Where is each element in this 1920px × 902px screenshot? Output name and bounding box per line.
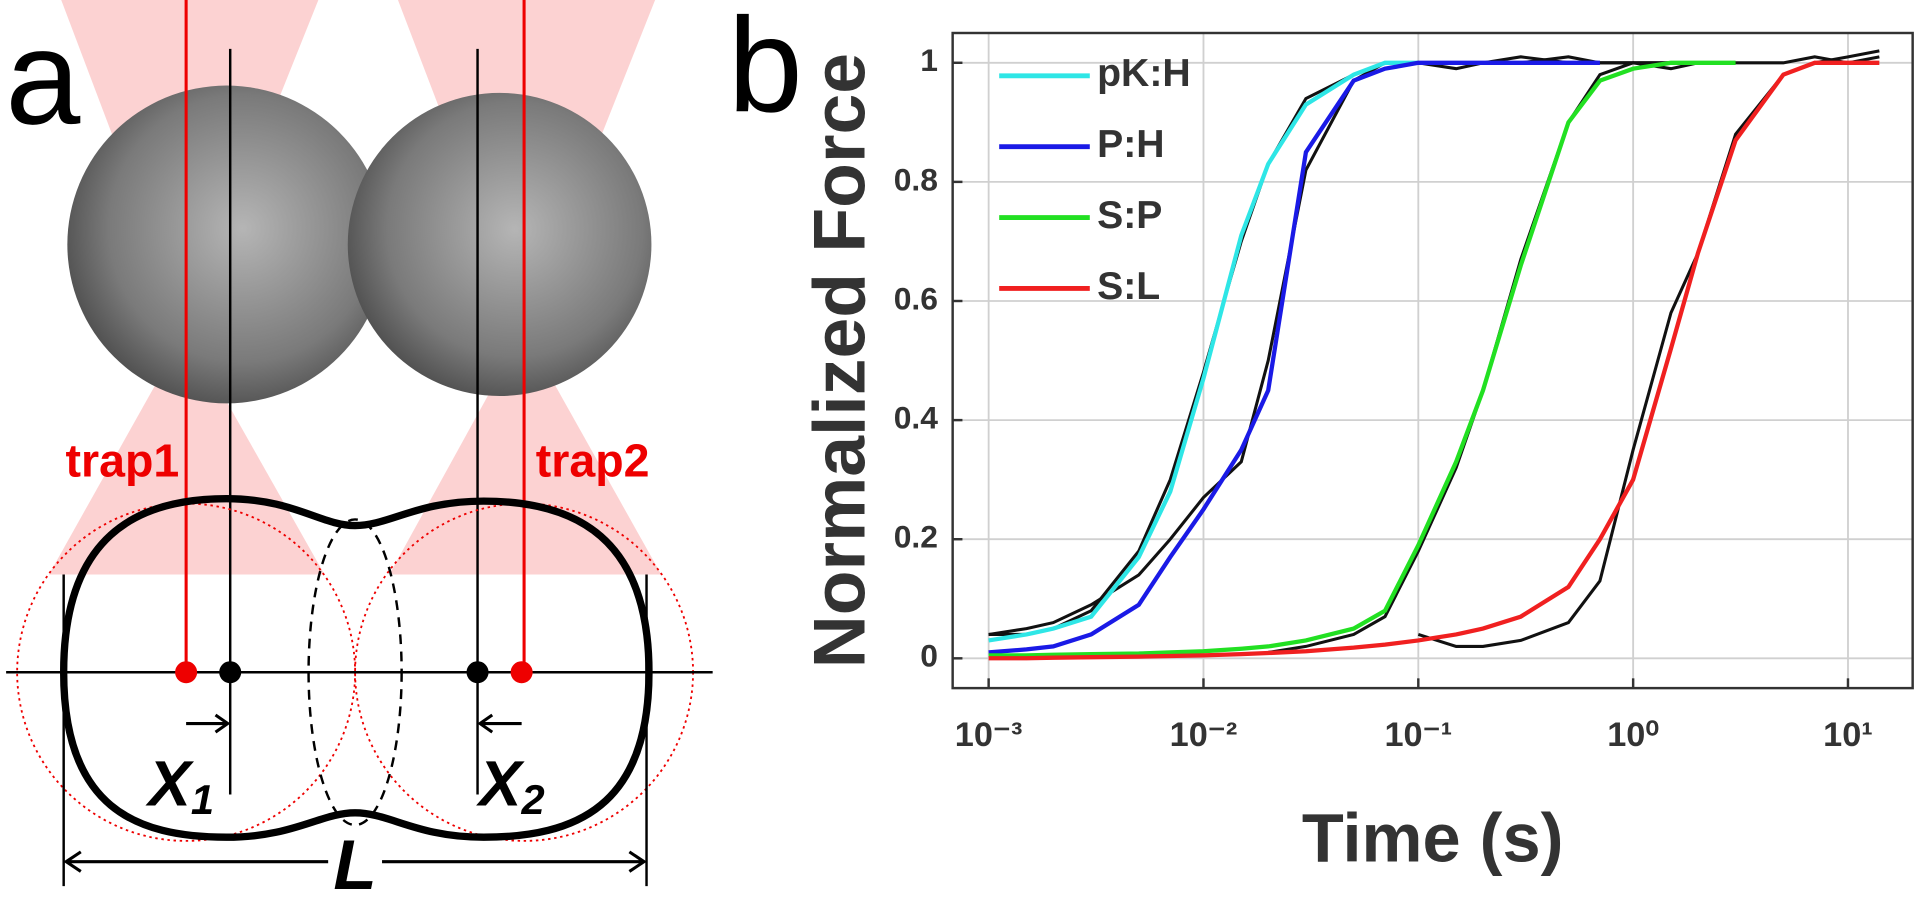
plot-frame xyxy=(951,31,1914,690)
y-tick-label: 0 xyxy=(920,638,938,674)
center-dot xyxy=(219,661,242,684)
length-label: L xyxy=(333,826,376,902)
offset-subscript: 2 xyxy=(521,776,545,823)
y-tick-label: 1 xyxy=(920,42,938,78)
panel-label: a xyxy=(5,2,80,153)
legend-label: S:P xyxy=(1097,194,1162,237)
offset-label: X2 xyxy=(476,748,545,823)
x-tick-label: 10⁻² xyxy=(1170,716,1238,754)
y-tick-label: 0.2 xyxy=(894,519,938,555)
offset-arrow xyxy=(186,713,231,734)
y-tick-label: 0.4 xyxy=(894,400,939,436)
x-axis-title: Time (s) xyxy=(1302,799,1564,876)
x-tick-label: 10⁰ xyxy=(1607,716,1659,754)
series-line xyxy=(988,60,1736,658)
offset-arrow xyxy=(477,713,522,734)
offset-label: X1 xyxy=(145,748,214,823)
x-tick-label: 10⁻¹ xyxy=(1384,716,1452,754)
offset-symbol: X xyxy=(145,748,194,819)
panel-a: a trap1 trap2 X1 X2 L xyxy=(5,0,713,902)
legend-label: S:L xyxy=(1097,265,1160,308)
trap-dot xyxy=(510,661,533,684)
length-arrow xyxy=(63,850,647,873)
series-line xyxy=(1267,61,1736,654)
series-line xyxy=(988,60,1880,661)
center-dot xyxy=(466,661,489,684)
trap-dot xyxy=(175,661,198,684)
x-tick-label: 10⁻³ xyxy=(955,716,1023,754)
series-line xyxy=(988,60,1600,655)
trap-label: trap2 xyxy=(536,435,650,487)
bead xyxy=(347,92,652,396)
panel-label: b xyxy=(728,0,803,140)
y-tick-label: 0.6 xyxy=(894,280,938,316)
trap-label: trap1 xyxy=(66,435,180,487)
series-line xyxy=(1417,49,1880,648)
y-tick-label: 0.8 xyxy=(894,161,938,197)
legend-label: pK:H xyxy=(1097,52,1191,95)
series-line xyxy=(988,60,1419,643)
legend-label: P:H xyxy=(1097,123,1164,166)
offset-subscript: 1 xyxy=(191,776,214,823)
offset-symbol: X xyxy=(476,748,525,819)
x-tick-label: 10¹ xyxy=(1823,716,1873,754)
y-axis-title: Normalized Force xyxy=(798,53,880,668)
bead xyxy=(67,85,386,404)
panel-b: b Time (s) Normalized Force 0 0.2 0.4 0.6 0.… xyxy=(728,0,1914,876)
